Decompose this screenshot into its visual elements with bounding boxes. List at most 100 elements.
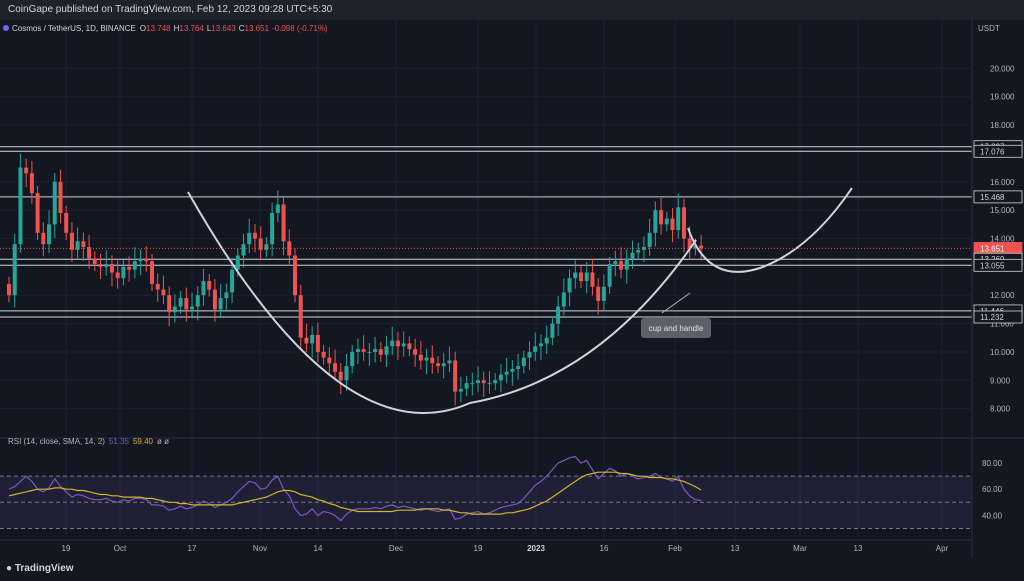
x-tick-label: 19 (62, 544, 71, 553)
candle-body (241, 244, 246, 256)
candle-body (481, 380, 486, 384)
candle-body (521, 357, 526, 367)
x-tick-label: 13 (854, 544, 863, 553)
candle-body (590, 272, 595, 287)
candle-body (64, 212, 69, 233)
candle-body (436, 363, 440, 367)
rsi-axis[interactable]: 80.00 60.00 40.00 (982, 459, 1003, 520)
candle-body (47, 224, 52, 245)
candle-body (676, 207, 681, 230)
candle-body (355, 349, 360, 352)
price-badges: 17.23717.07615.46813.65120:01:2613.26913… (0, 140, 1023, 324)
x-tick-label: Nov (253, 544, 267, 553)
price-axis[interactable]: 20.000 19.000 18.000 16.000 15.000 14.000 12.0… (990, 64, 1015, 413)
candle-body (115, 272, 120, 279)
price-badge-box (973, 310, 1023, 324)
candle-body (138, 258, 143, 262)
candle-body (92, 258, 97, 265)
candlesticks (7, 153, 704, 406)
candle-body (287, 241, 292, 256)
tradingview-logo[interactable]: ● TradingView (6, 563, 74, 574)
y-tick-label: 19.000 (990, 93, 1015, 102)
candle-body (81, 241, 86, 248)
handle-curve[interactable] (687, 187, 853, 273)
y-tick-label: 14.000 (990, 235, 1015, 244)
candle-body (310, 334, 315, 344)
annotation-box (641, 318, 711, 338)
candle-body (573, 272, 578, 279)
candle-body (401, 343, 406, 347)
candle-body (367, 351, 372, 353)
x-tick-label: 13 (731, 544, 740, 553)
candle-body (155, 283, 160, 290)
candle-body (453, 360, 458, 392)
y-tick-label: 9.000 (990, 376, 1011, 385)
candle-body (624, 258, 629, 270)
candle-body (327, 357, 332, 364)
rsi-line (8, 455, 702, 522)
candle-body (87, 247, 92, 259)
candle-body (207, 281, 212, 290)
candle-body (550, 323, 555, 338)
candle-body (584, 272, 589, 282)
candle-body (75, 241, 80, 250)
candle-body (556, 306, 561, 324)
candle-body (58, 181, 63, 213)
y-tick-label: 18.000 (990, 121, 1015, 130)
candle-body (264, 244, 269, 250)
candle-body (258, 238, 263, 250)
rsi-sma-line (8, 471, 702, 515)
x-tick-label: Apr (936, 544, 949, 553)
candle-body (293, 255, 297, 296)
rsi-legend: RSI (14, close, SMA, 14, 2) 51.35 59.40 ø ø (8, 437, 169, 446)
y-tick-label: 16.000 (990, 178, 1015, 187)
candle-body (304, 337, 309, 344)
candle-body (493, 380, 498, 384)
cup-handle-drawing (187, 187, 853, 414)
x-tick-label: 19 (474, 544, 483, 553)
horizontal-levels (0, 146, 972, 318)
x-tick-label: 16 (600, 544, 609, 553)
candle-body (350, 351, 355, 367)
chart-background (0, 20, 972, 558)
candle-body (333, 363, 338, 372)
footer: ● TradingView (0, 558, 1024, 581)
annotation-callout[interactable]: cup and handle (641, 292, 711, 338)
annotation-text: cup and handle (649, 324, 704, 333)
candle-body (235, 255, 240, 270)
candle-body (109, 264, 114, 273)
candle-body (275, 204, 280, 213)
candle-body (390, 340, 395, 347)
cup-curve[interactable] (187, 191, 697, 414)
candle-body (601, 286, 606, 301)
candle-body (121, 266, 126, 279)
candle-body (281, 204, 286, 242)
candle-body (144, 258, 149, 262)
rsi-lines (8, 455, 702, 522)
candle-body (7, 283, 11, 296)
price-badge-level: 11.232 (980, 313, 1004, 322)
candle-body (184, 298, 189, 310)
candle-body (270, 212, 275, 245)
publisher-bar: CoinGape published on TradingView.com, F… (0, 0, 1024, 20)
candle-body (596, 286, 601, 301)
price-badge-level: 17.076 (980, 147, 1005, 156)
price-badge-box (973, 258, 1023, 272)
candle-body (395, 340, 400, 347)
candle-body (230, 269, 235, 293)
candle-body (167, 295, 172, 313)
candle-body (172, 306, 177, 313)
candle-body (647, 232, 652, 248)
candle-body (504, 371, 509, 375)
candle-body (298, 295, 303, 338)
candle-body (693, 245, 698, 249)
y-tick-label: 11.000 (990, 320, 1014, 329)
candle-body (378, 349, 383, 355)
x-tick-label: Oct (114, 544, 127, 553)
price-chart[interactable]: 20.000 19.000 18.000 16.000 15.000 14.000 12.0… (0, 0, 1024, 558)
candle-body (384, 346, 389, 355)
time-axis[interactable]: 19 Oct 17 Nov 14 Dec 19 2023 16 Feb 13 Mar 13 Apr (62, 544, 949, 553)
candle-body (178, 298, 183, 307)
candle-body (418, 354, 423, 361)
x-tick-label: Dec (389, 544, 403, 553)
